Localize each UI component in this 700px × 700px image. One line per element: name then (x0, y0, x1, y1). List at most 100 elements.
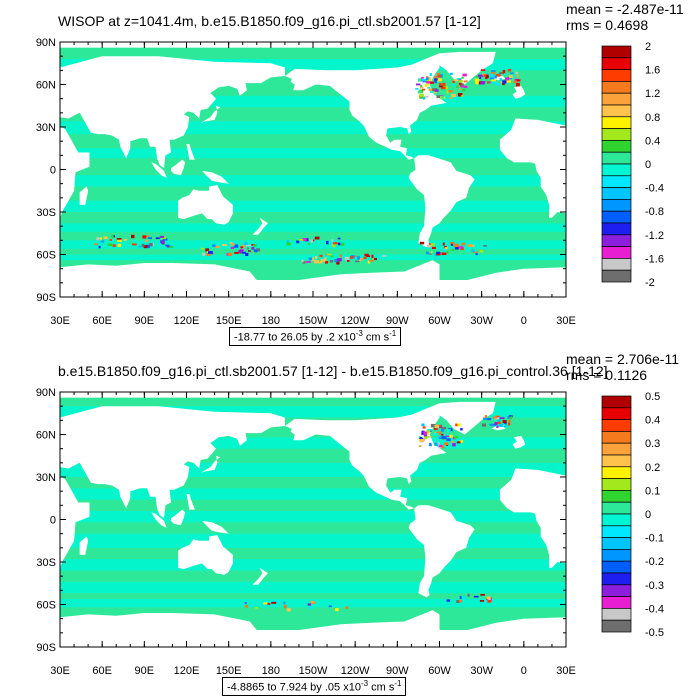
noise-cell (450, 440, 454, 444)
colorbar-swatch (601, 199, 632, 212)
noise-cell (458, 82, 462, 86)
noise-cell (346, 260, 350, 262)
noise-cell (467, 244, 473, 247)
noise-cell (169, 245, 174, 248)
noise-cell (141, 243, 145, 248)
noise-cell (502, 80, 507, 84)
noise-cell (460, 428, 463, 431)
colorbar-swatch (601, 246, 632, 259)
noise-cell (246, 244, 251, 247)
noise-cell (147, 237, 152, 240)
noise-cell (492, 416, 497, 419)
colorbar-swatch (601, 525, 632, 538)
noise-cell (332, 244, 336, 248)
noise-cell (356, 256, 360, 260)
land-antarctica (60, 610, 566, 647)
lat-label: 90S (36, 292, 56, 304)
colorbar-label: -1.2 (645, 230, 664, 242)
contour-range-box: -4.8865 to 7.924 by .05 x10-3 cm s-1 (222, 677, 407, 696)
lon-label: 30E (50, 315, 70, 327)
range-text: -18.77 to 26.05 by .2 x10 (234, 331, 356, 344)
land-africa (60, 475, 90, 568)
noise-cell (472, 251, 478, 254)
noise-cell (423, 95, 429, 98)
field-band (60, 175, 566, 187)
noise-cell (483, 74, 487, 77)
noise-cell (482, 417, 487, 420)
land-britain (512, 435, 526, 449)
noise-cell (486, 596, 491, 600)
noise-cell (273, 600, 279, 604)
colorbar-swatch (601, 395, 632, 409)
noise-cell (457, 423, 461, 427)
noise-cell (229, 242, 233, 244)
noise-cell (502, 70, 506, 74)
noise-cell (446, 443, 449, 446)
land-philippines (186, 494, 195, 510)
noise-cell (435, 89, 439, 92)
field-band (60, 254, 566, 261)
noise-cell (437, 247, 441, 251)
noise-cell (451, 83, 456, 87)
noise-cell (427, 86, 431, 89)
colorbar-swatch (601, 140, 632, 153)
map-field (60, 42, 566, 297)
colorbar-label: 0 (645, 159, 651, 171)
noise-cell (441, 252, 447, 256)
noise-cell (143, 245, 148, 249)
noise-cell (420, 85, 423, 89)
range-exp: -3 (360, 679, 369, 688)
noise-cell (336, 258, 342, 262)
noise-cell (465, 249, 470, 253)
noise-cell (321, 259, 326, 262)
noise-cell (352, 255, 357, 257)
lon-label: 30E (556, 665, 576, 677)
noise-cell (341, 242, 345, 246)
noise-cell (495, 74, 501, 77)
noise-cell (478, 76, 482, 79)
noise-cell (515, 71, 519, 74)
noise-cell (461, 94, 464, 97)
noise-cell (116, 238, 122, 240)
land-north-america (284, 53, 447, 160)
noise-cell (322, 242, 326, 245)
noise-cell (109, 238, 112, 241)
lon-label: 30W (470, 665, 493, 677)
noise-cell (100, 240, 105, 243)
noise-cell (434, 78, 438, 81)
noise-cell (333, 242, 338, 245)
noise-cell (499, 78, 502, 81)
noise-cell (324, 261, 329, 264)
colorbar-label: 0.5 (645, 391, 660, 403)
colorbar-swatch (601, 490, 632, 503)
lon-label: 150E (216, 665, 242, 677)
noise-cell (312, 239, 315, 242)
lon-label: 90E (135, 315, 155, 327)
noise-cell (496, 425, 499, 428)
noise-cell (251, 247, 255, 250)
lat-label: 0 (50, 165, 56, 177)
noise-cell (495, 82, 500, 86)
noise-cell (222, 244, 227, 246)
lon-label: 60E (92, 665, 112, 677)
land-japan (200, 455, 221, 473)
noise-cell (418, 436, 421, 440)
noise-cell (460, 85, 464, 88)
noise-cell (326, 236, 329, 240)
colorbar-label: 1.6 (645, 65, 660, 77)
rms-label: rms = 0.4698 (566, 17, 649, 33)
field-band (60, 406, 566, 418)
noise-cell (459, 83, 464, 87)
noise-cell (245, 604, 248, 608)
noise-cell (129, 241, 135, 245)
noise-cell (423, 436, 429, 439)
noise-cell (429, 246, 432, 249)
noise-cell (428, 444, 432, 447)
noise-cell (492, 81, 497, 84)
noise-cell (487, 598, 491, 602)
colorbar-swatch (601, 57, 632, 70)
noise-cell (230, 246, 235, 250)
noise-cell (305, 261, 311, 263)
noise-cell (505, 425, 509, 428)
noise-cell (436, 431, 442, 436)
